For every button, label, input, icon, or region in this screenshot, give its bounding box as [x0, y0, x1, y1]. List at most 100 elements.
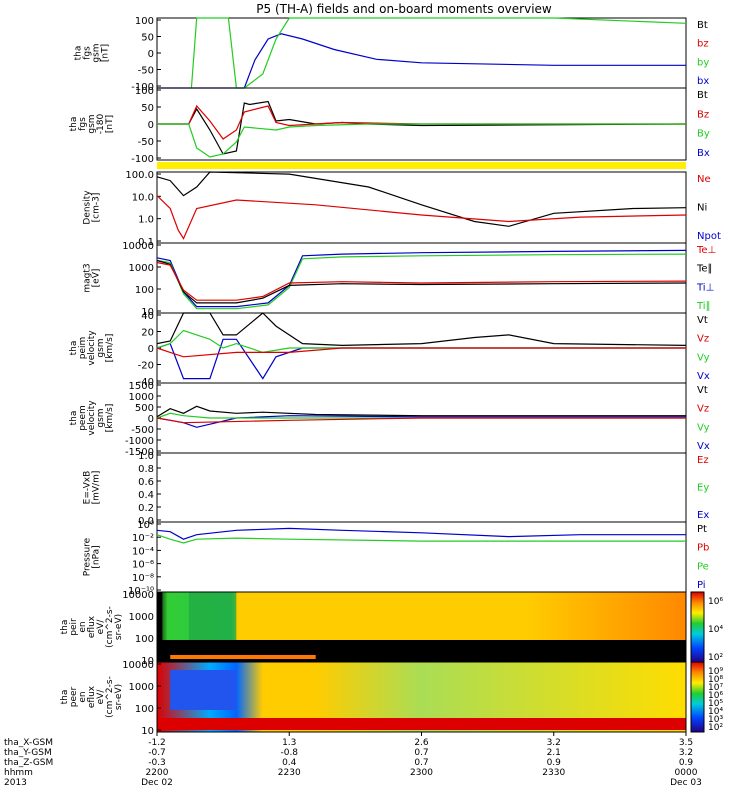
- ylabel-9-0: tha: [60, 690, 70, 705]
- series-1-By: [157, 123, 686, 158]
- xtick-label-1-2: 0.4: [282, 758, 297, 768]
- ytick-label-5-6: -1500: [125, 447, 154, 458]
- panel-1: 100 50 0 -50 -100 tha fgs gsm -180 [nT] Bt Bz By Bx: [69, 86, 710, 165]
- ytick-label-5-0: 1500: [129, 381, 154, 392]
- spec-red-low: [157, 718, 686, 730]
- xtick-label-0-0: -1.2: [148, 738, 166, 748]
- legend-6-0: Ez: [697, 455, 709, 466]
- ytick-label-6-3: 0.4: [138, 490, 154, 501]
- spec-blue-region: [170, 670, 237, 710]
- ylabel-4-3: gsm: [96, 338, 106, 357]
- series-4-Vy: [156, 329, 686, 354]
- legend-4-2: Vy: [697, 352, 710, 363]
- series-5-Vz: [156, 417, 686, 424]
- ytick-label-0-2: 0: [148, 49, 154, 60]
- ytick-label-7-0: 10⁰: [137, 520, 154, 531]
- ylabel-2-0: Density: [83, 190, 93, 225]
- ylabel-1-0: tha: [69, 117, 79, 132]
- ylabel-0-0: tha: [74, 46, 84, 61]
- colorbar-8: 10⁶ 10⁴ 10²: [690, 591, 723, 663]
- xtick-label-3-0: 3.2: [547, 738, 561, 748]
- ytick-label-9-0: 10000: [122, 660, 154, 671]
- ylabel-1-2: gsm: [87, 114, 97, 133]
- ytick-label-9-1: 1000: [129, 682, 154, 693]
- ytick-label-4-4: -40: [138, 377, 154, 388]
- xtick-label-4-0: 3.5: [679, 738, 693, 748]
- xtick-label-3-2: 0.9: [547, 758, 562, 768]
- xtick-label-0-2: -0.3: [148, 758, 166, 768]
- panel-0: 100 50 0 -50 -100 tha fgs gsm [nT] Bt bz by bx: [74, 16, 710, 93]
- legend-3-0: Te⊥: [696, 245, 716, 256]
- series-7-Pi: [156, 527, 686, 540]
- xtick-label-1-1: -0.8: [280, 748, 298, 758]
- panel-2: 100.0 10.0 1.0 0.1 Density [cm-3] Ne Ni Npot: [83, 170, 721, 248]
- ylabel-4-4: [km/s]: [105, 334, 115, 363]
- xaxis-row-label-3: hhmm: [4, 768, 33, 778]
- xtick-label-3-1: 2.1: [547, 748, 561, 758]
- ytick-label-6-2: 0.6: [138, 477, 154, 488]
- ylabel-8-3: eflux: [87, 615, 97, 638]
- ytick-label-8-1: 1000: [129, 612, 154, 623]
- xaxis-row-label-2: tha_Z-GSM: [4, 758, 53, 768]
- legend-4-3: Vx: [697, 371, 710, 382]
- ytick-label-2-0: 100.0: [125, 170, 154, 181]
- spec-band: [170, 655, 316, 659]
- xtick-label-2-2: 0.7: [414, 758, 428, 768]
- legend-5-1: Vz: [697, 404, 709, 415]
- ytick-label-0-3: -50: [138, 66, 154, 77]
- ylabel-0-3: [nT]: [101, 44, 111, 62]
- ylabel-6-1: [mV/m]: [92, 471, 102, 505]
- xtick-label-1-0: 1.3: [282, 738, 296, 748]
- xaxis-row-label-0: tha_X-GSM: [4, 738, 53, 748]
- ytick-label-2-2: 1.0: [138, 215, 154, 226]
- ytick-label-3-0: 10000: [122, 241, 154, 252]
- ylabel-4-1: peim: [78, 337, 88, 360]
- panel-4: 40 20 0 -20 -40 tha peim velocity gsm [km/s] Vt Vz V…: [69, 311, 710, 388]
- ytick-label-8-0: 10000: [122, 590, 154, 601]
- orbit-bar: [157, 162, 686, 169]
- colorbar-label-8-1: 10⁴: [708, 625, 723, 635]
- series-0-bx: [157, 33, 686, 89]
- panel-8: 10000 1000 100 10 tha peir en eflux eV/(cm^2-s-s…: [60, 590, 723, 667]
- ylabel-7-0: Pressure: [83, 537, 93, 576]
- ytick-label-4-2: 0: [148, 344, 154, 355]
- ylabel-3-0: magt3: [83, 263, 93, 292]
- figure-title: P5 (TH-A) fields and on-board moments ov…: [256, 2, 552, 16]
- series-3-Ti∥: [156, 253, 687, 310]
- ylabel-9-1: peer: [69, 686, 79, 707]
- series-0-by: [190, 17, 687, 89]
- ylabel-9-4: eV/: [96, 689, 106, 705]
- legend-3-1: Te∥: [696, 264, 713, 275]
- ytick-label-7-5: 10⁻¹⁰: [128, 586, 154, 597]
- legend-1-0: Bt: [697, 90, 708, 101]
- panel-frame-2: [156, 171, 687, 244]
- time-axis: tha_X-GSMtha_Y-GSMtha_Z-GSMhhmm2013-1.2-…: [4, 732, 702, 788]
- series-1-Bz: [157, 104, 686, 140]
- legend-1-2: By: [697, 129, 710, 140]
- ylabel-0-2: gsm: [92, 43, 102, 62]
- ytick-label-5-2: 500: [135, 403, 154, 414]
- legend-0-3: bx: [697, 76, 709, 87]
- ylabel-1-3: -180: [96, 114, 106, 135]
- ytick-label-0-1: 50: [141, 33, 154, 44]
- xtick-label-3-3: 2330: [542, 768, 565, 778]
- legend-3-3: Ti∥: [696, 301, 711, 312]
- xtick-label-1-3: 2230: [278, 768, 301, 778]
- series-3-Ti⊥: [156, 249, 687, 308]
- panel-frame-0: [156, 17, 687, 89]
- ylabel-8-6: sr-eV): [114, 614, 124, 640]
- ytick-label-2-1: 10.0: [132, 192, 154, 203]
- legend-7-1: Pb: [697, 543, 709, 554]
- spec-black-left: [157, 592, 163, 662]
- xtick-label-2-3: 2300: [410, 768, 433, 778]
- ylabel-9-5: (cm^2-s-: [105, 676, 115, 718]
- ytick-label-6-5: 0.0: [138, 516, 154, 527]
- legend-7-0: Pt: [697, 524, 707, 535]
- ytick-label-3-1: 1000: [129, 263, 154, 274]
- ytick-label-0-4: -100: [131, 82, 154, 93]
- legend-0-0: Bt: [697, 20, 708, 31]
- ylabel-1-1: fgs: [78, 117, 88, 131]
- ytick-label-3-3: 10: [141, 307, 154, 318]
- ytick-label-6-0: 1.0: [138, 451, 154, 462]
